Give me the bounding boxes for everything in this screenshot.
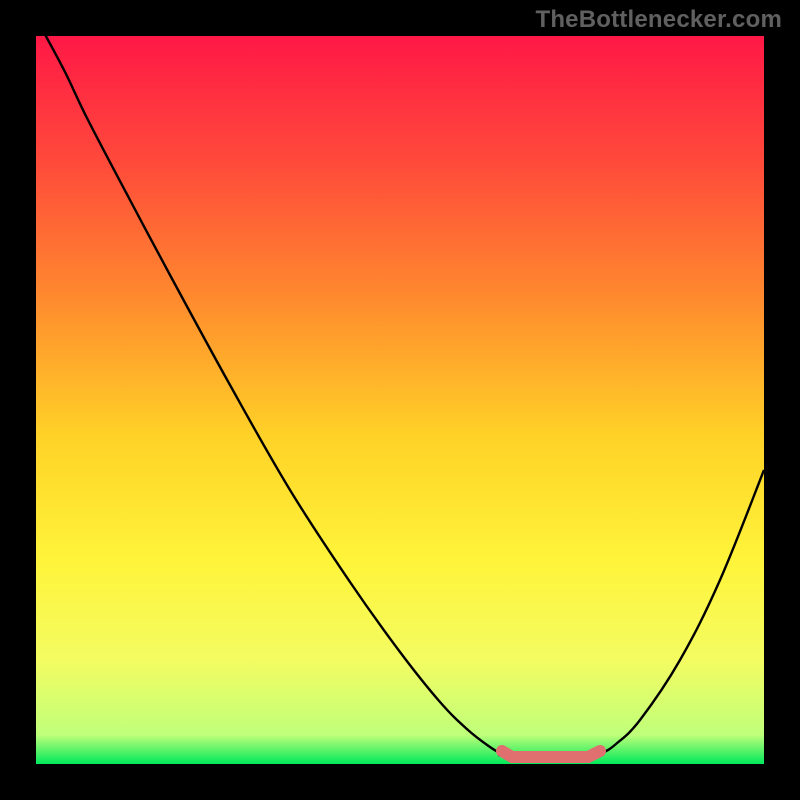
optimal-range-highlight — [502, 751, 600, 757]
chart-background — [36, 36, 764, 764]
bottleneck-chart — [0, 0, 800, 800]
chart-container: TheBottlenecker.com — [0, 0, 800, 800]
watermark-text: TheBottlenecker.com — [535, 6, 782, 34]
